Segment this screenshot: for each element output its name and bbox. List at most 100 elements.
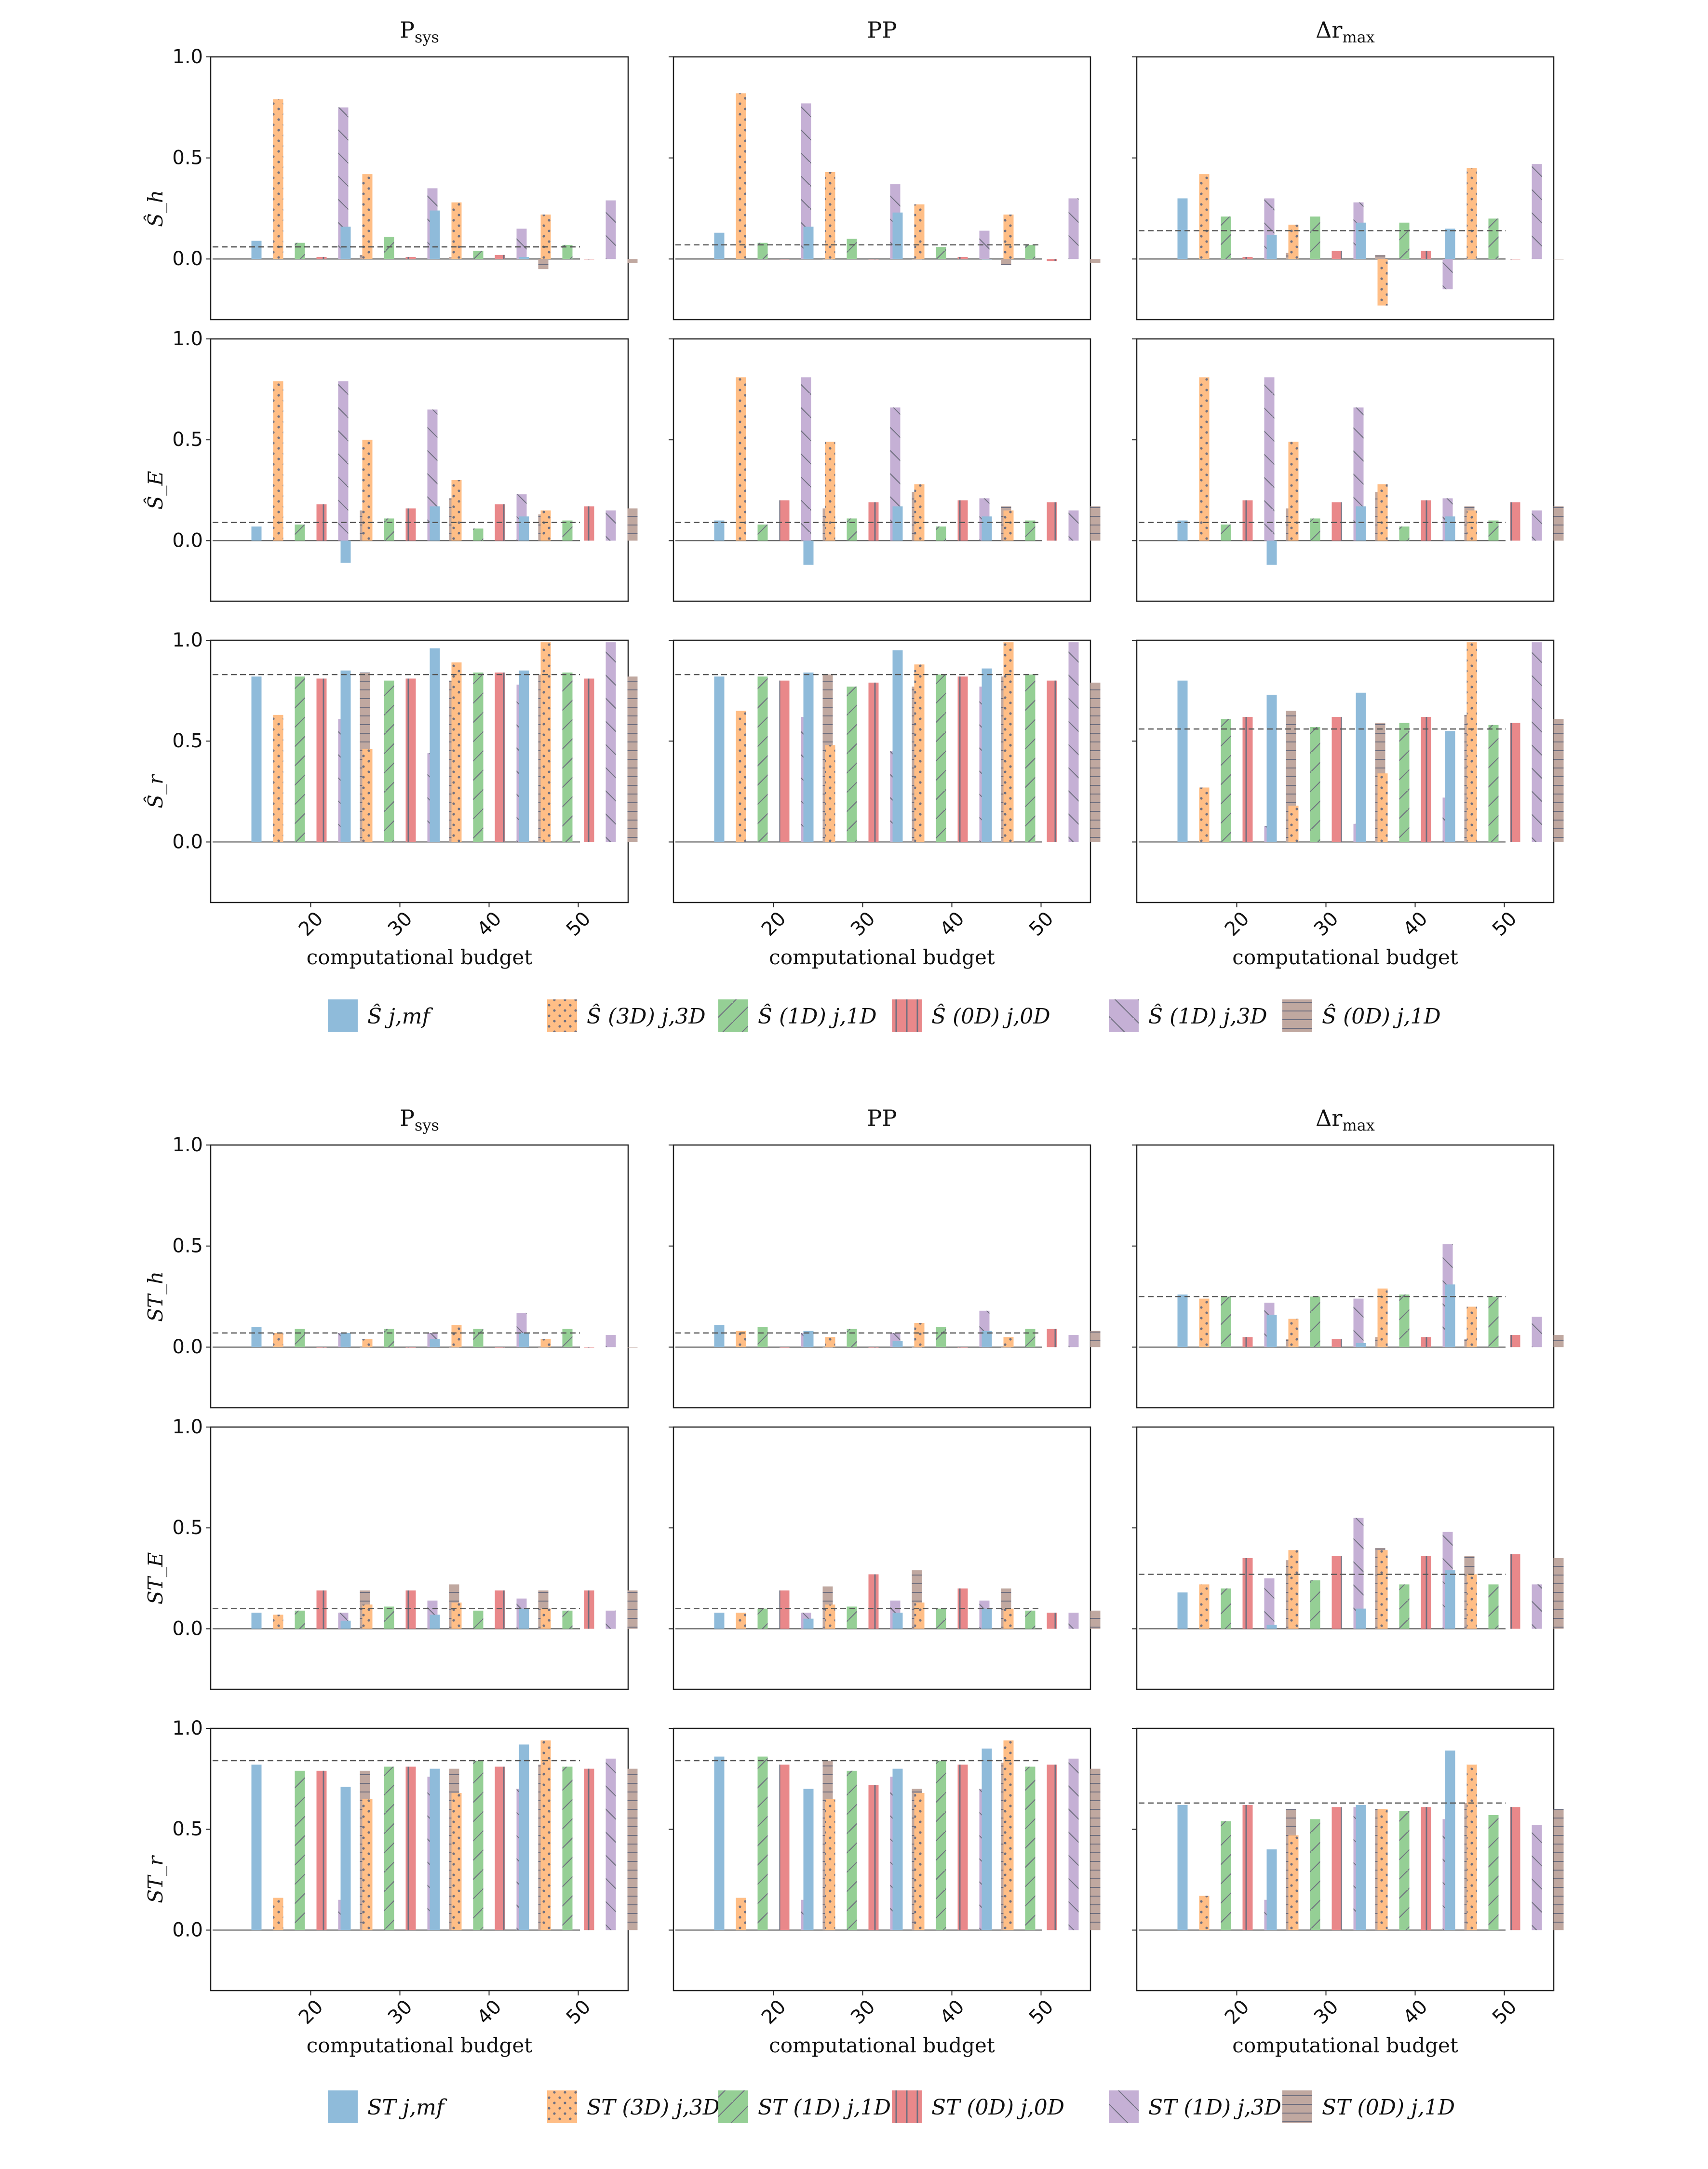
bar-mf	[251, 1612, 262, 1629]
bar-hatch-1d	[384, 1329, 394, 1347]
bar-mf	[340, 1620, 351, 1629]
bar-hatch-3d	[1288, 224, 1299, 259]
plot-frame	[672, 56, 1091, 321]
bar-hatch-3d	[362, 174, 373, 259]
subplot-r0-c1	[669, 56, 1101, 321]
bar-hatch-3d	[451, 1792, 462, 1930]
x-tick-label: 30	[384, 1995, 417, 2029]
bar-hatch-1d	[847, 1606, 857, 1629]
subplot-r1-c0: 0.0 0.5 1.0 Ŝ_E	[143, 328, 638, 602]
bar-mf	[803, 1618, 814, 1629]
bar-hatch-3d	[825, 1604, 835, 1629]
bar-hatch-1d3d	[1532, 164, 1542, 259]
bar-hatch-3d	[273, 381, 283, 541]
y-tick-label: 0.5	[172, 1517, 203, 1539]
bar-hatch-1d	[295, 1329, 305, 1347]
bar-hatch-3d	[914, 664, 925, 842]
bar-hatch-3d	[1288, 1319, 1299, 1347]
bar-hatch-1d	[473, 1760, 484, 1930]
bar-hatch-1d	[295, 676, 305, 842]
bar-hatch-1d3d	[1068, 1335, 1079, 1347]
y-tick-label: 1.0	[172, 1717, 203, 1739]
bar-hatch-3d	[736, 1331, 746, 1347]
legend-hatch-1d3d	[1109, 999, 1139, 1032]
bar-hatch-1d3d	[1442, 259, 1453, 290]
bar-hatch-1d1d	[1553, 719, 1564, 842]
bar-hatch-1d	[757, 242, 768, 259]
bar-hatch-3d	[1377, 259, 1388, 306]
legend-hatch-1d1d	[1282, 2090, 1312, 2123]
bar-hatch-1d1d	[1090, 259, 1101, 263]
bar-hatch-3d	[736, 377, 746, 541]
x-axis-label: computational budget	[307, 945, 533, 969]
bar-hatch-3d	[273, 1333, 283, 1347]
legend-hatch-1d	[718, 2090, 748, 2123]
bar-hatch-1d	[1310, 1296, 1320, 1347]
bar-hatch-1d	[936, 674, 946, 842]
bar-hatch-1d3d	[605, 200, 616, 259]
bar-hatch-0d	[1510, 502, 1520, 541]
x-tick-label: 30	[847, 907, 880, 941]
subplot-r1-c1	[669, 1426, 1101, 1690]
y-tick-label: 0.0	[172, 1336, 203, 1358]
bar-hatch-1d1d	[1375, 255, 1385, 259]
plot-frame	[1136, 1144, 1555, 1409]
bar-hatch-1d	[295, 1610, 305, 1629]
bar-mf	[714, 1756, 725, 1930]
bar-mf	[251, 1327, 262, 1347]
bar-hatch-1d	[847, 1329, 857, 1347]
bar-hatch-1d	[1488, 520, 1499, 541]
legend-label-mf: ST j,mf	[367, 2095, 447, 2120]
bar-hatch-3d	[1003, 1608, 1014, 1629]
bar-hatch-0d	[1331, 1339, 1342, 1347]
bar-hatch-1d3d	[605, 510, 616, 541]
bar-hatch-1d3d	[605, 642, 616, 842]
bar-hatch-3d	[1377, 1288, 1388, 1347]
bar-hatch-0d	[1047, 1765, 1057, 1930]
bar-hatch-1d	[847, 687, 857, 842]
legend-hatch-3d	[547, 2090, 577, 2123]
subplot-r2-c0: 0.0 0.5 1.0 Ŝ_r 20 30 40 50 computational budget	[143, 629, 638, 969]
bar-mf	[519, 516, 529, 541]
bar-hatch-1d3d	[516, 229, 527, 259]
bar-hatch-1d1d	[627, 1590, 638, 1629]
bar-hatch-0d	[584, 506, 594, 541]
bar-hatch-0d	[1421, 1807, 1431, 1930]
bar-hatch-0d	[584, 1590, 594, 1629]
bar-hatch-1d1d	[1553, 506, 1564, 541]
bar-hatch-3d	[1466, 1574, 1477, 1629]
bar-hatch-1d3d	[1264, 377, 1275, 541]
bar-hatch-3d	[825, 172, 835, 259]
legend-label-1d: ST (1D) j,1D	[758, 2095, 891, 2120]
bar-hatch-1d	[473, 1329, 484, 1347]
bar-hatch-1d3d	[979, 230, 990, 259]
bar-mf	[803, 227, 814, 259]
y-tick-label: 1.0	[172, 1416, 203, 1438]
bar-hatch-0d	[316, 1770, 327, 1930]
y-tick-label: 0.0	[172, 1919, 203, 1941]
bar-hatch-0d	[405, 1766, 416, 1930]
y-tick-label: 0.0	[172, 248, 203, 270]
bar-hatch-0d	[957, 257, 968, 259]
legend-hatch-0d	[892, 2090, 922, 2123]
bar-hatch-3d	[1199, 174, 1210, 259]
x-tick-label: 50	[1025, 1995, 1058, 2029]
bar-hatch-0d	[1242, 1337, 1253, 1347]
bar-hatch-3d	[736, 93, 746, 259]
bar-mf	[714, 1612, 725, 1629]
bar-mf	[1445, 229, 1455, 259]
bar-hatch-1d	[295, 242, 305, 259]
bar-hatch-1d3d	[1068, 198, 1079, 259]
bar-mf	[1177, 680, 1188, 842]
bar-hatch-1d	[936, 1608, 946, 1629]
bar-hatch-3d	[451, 1325, 462, 1347]
x-tick-label: 30	[1310, 907, 1343, 941]
bar-hatch-0d	[584, 678, 594, 842]
x-axis-label: computational budget	[769, 945, 995, 969]
bar-hatch-1d	[562, 1610, 573, 1629]
bar-mf	[1445, 516, 1455, 541]
bar-hatch-0d	[1047, 680, 1057, 842]
bar-hatch-1d	[562, 520, 573, 541]
bar-hatch-0d	[495, 672, 505, 842]
legend-label-1d1d: ST (0D) j,1D	[1322, 2095, 1455, 2120]
